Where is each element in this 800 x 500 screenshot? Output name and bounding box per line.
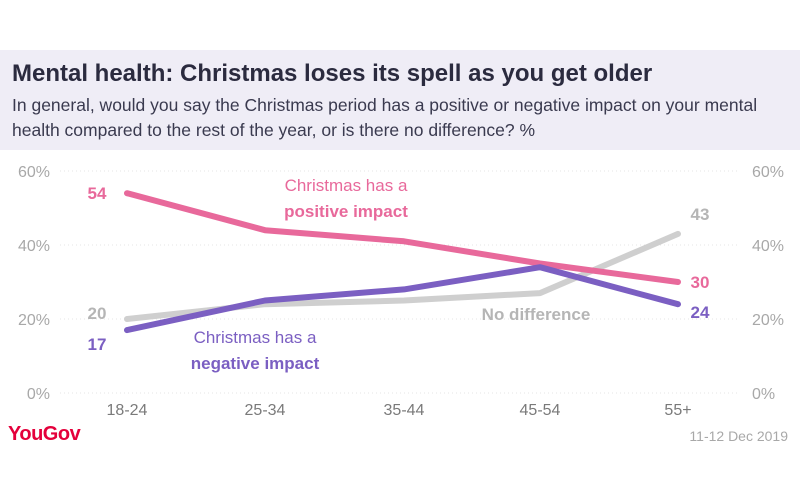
data-label-end-no-difference: 43 [691,205,710,224]
chart-title: Mental health: Christmas loses its spell… [12,60,653,87]
x-tick-label: 35-44 [384,402,425,419]
y-tick-label-right: 40% [752,238,784,255]
series-label-negative-line2: negative impact [191,354,320,373]
data-label-end-positive: 30 [691,273,710,292]
series-label-no-difference: No difference [482,305,591,324]
data-label-start-positive: 54 [88,184,107,203]
data-label-start-negative: 17 [88,335,107,354]
series-label-positive-line1: Christmas has a [285,176,408,195]
survey-date: 11-12 Dec 2019 [689,428,788,444]
y-tick-label-left: 60% [18,164,50,181]
y-tick-label-left: 0% [27,386,50,403]
y-tick-label-right: 60% [752,164,784,181]
y-tick-label-left: 20% [18,312,50,329]
yougov-logo: YouGov [8,423,81,445]
x-tick-label: 45-54 [520,402,561,419]
series-line-negative [124,264,681,334]
series-label-negative-line1: Christmas has a [194,328,317,347]
data-label-end-negative: 24 [691,303,710,322]
data-label-start-no-difference: 20 [88,304,107,323]
series-line-positive [124,190,681,285]
chart-subtitle: In general, would you say the Christmas … [12,95,758,140]
y-tick-label-left: 40% [18,238,50,255]
series-line-no-difference [124,230,681,322]
header-band [0,50,800,150]
line-chart: 0% 0% 20% 20% 40% 40% 60% 60% 18-24 25-34 35-44 45-… [18,164,784,419]
series-label-positive-line2: positive impact [284,202,408,221]
x-tick-label: 18-24 [107,402,148,419]
x-tick-label: 25-34 [245,402,286,419]
y-tick-label-right: 20% [752,312,784,329]
x-tick-label: 55+ [664,402,691,419]
y-tick-label-right: 0% [752,386,775,403]
